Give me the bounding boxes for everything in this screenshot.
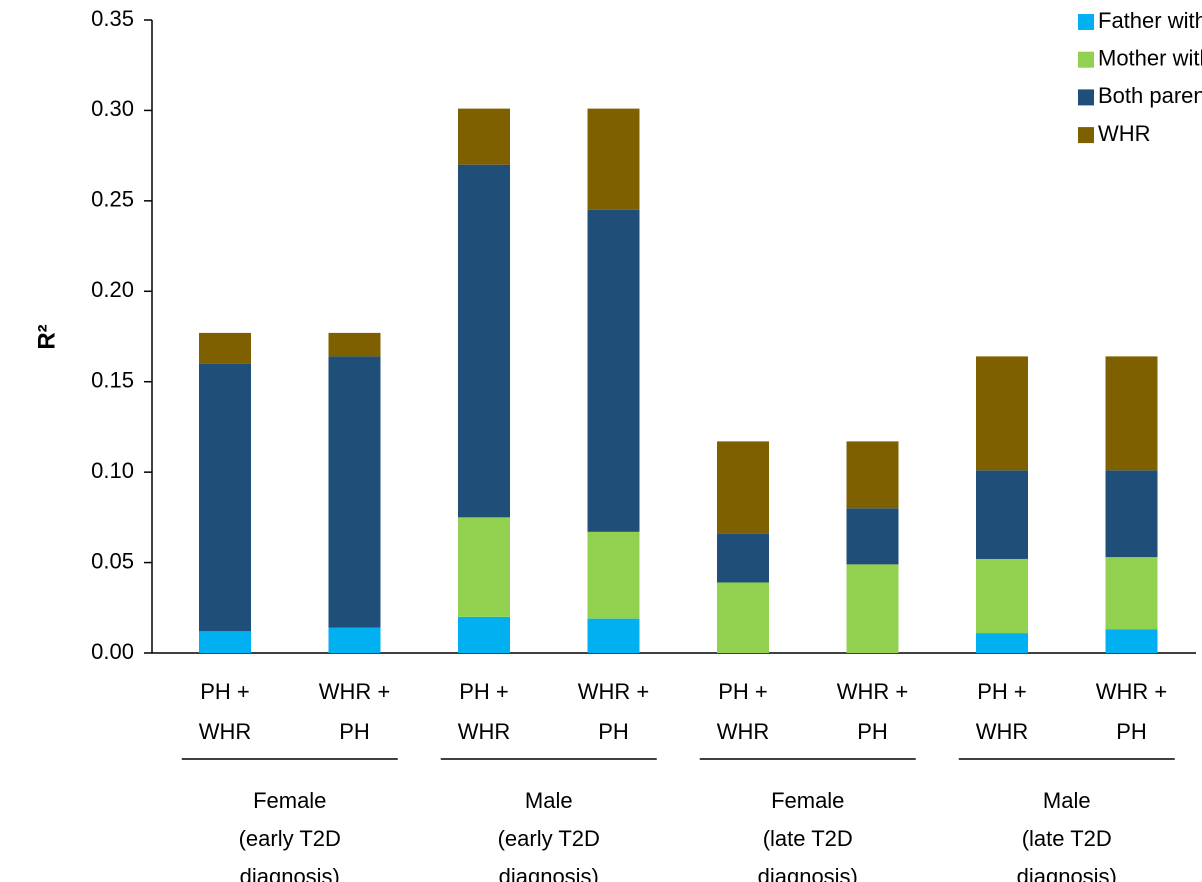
bar-segment [846, 508, 899, 565]
bar-segment [717, 533, 769, 583]
x-tick-label: WHR [458, 719, 511, 744]
x-tick-label: PH [339, 719, 370, 744]
bar-segment [717, 441, 769, 534]
x-tick-label: PH [598, 719, 629, 744]
y-axis-label: R² [33, 324, 60, 349]
group-label: Male [1043, 788, 1091, 813]
bar-segment [587, 209, 640, 532]
x-tick-label: WHR [199, 719, 252, 744]
x-tick-label: PH + [200, 679, 250, 704]
x-tick-label: PH + [718, 679, 768, 704]
x-tick-label: PH [1116, 719, 1147, 744]
x-tick-label: WHR + [578, 679, 650, 704]
group-label: (early T2D [498, 826, 600, 851]
bar-segment [458, 616, 510, 653]
group-label: (late T2D [1022, 826, 1112, 851]
bar-segment [458, 108, 510, 165]
group-label: diagnosis) [240, 864, 340, 882]
x-tick-label: WHR [976, 719, 1029, 744]
legend-swatch [1078, 89, 1094, 106]
legend-swatch [1078, 127, 1094, 144]
bar-segment [199, 363, 251, 632]
group-label: diagnosis) [1017, 864, 1117, 882]
group-label: (late T2D [763, 826, 853, 851]
x-tick-label: WHR + [1096, 679, 1168, 704]
bar-segment [199, 332, 251, 364]
y-tick-label: 0.05 [91, 548, 134, 573]
bar-segment [587, 618, 640, 653]
x-tick-label: WHR + [837, 679, 909, 704]
x-tick-label: PH + [977, 679, 1027, 704]
bar-segment [976, 558, 1028, 634]
bar-segment [199, 631, 251, 653]
legend-label: Mother with T2D [1098, 46, 1202, 71]
group-label: diagnosis) [758, 864, 858, 882]
legend-swatch [1078, 14, 1094, 30]
bar-segment [587, 108, 640, 210]
bar-segment [1105, 557, 1158, 630]
x-tick-label: WHR + [319, 679, 391, 704]
legend-label: Father with T2D [1098, 8, 1202, 33]
bar-segment [846, 441, 899, 509]
y-tick-label: 0.30 [91, 96, 134, 121]
group-label: Female [771, 788, 844, 813]
bar-segment [976, 356, 1028, 471]
bar-segment [1105, 356, 1158, 471]
y-tick-label: 0.10 [91, 458, 134, 483]
x-tick-label: WHR [717, 719, 770, 744]
bar-segment [1105, 629, 1158, 653]
bar-segment [328, 627, 381, 653]
group-label: Male [525, 788, 573, 813]
group-label: diagnosis) [499, 864, 599, 882]
bar-segment [587, 531, 640, 619]
bar-segment [458, 164, 510, 518]
legend-label: WHR [1098, 121, 1151, 146]
group-label: (early T2D [239, 826, 341, 851]
x-tick-label: PH [857, 719, 888, 744]
bar-segment [328, 332, 381, 357]
bar-segment [976, 470, 1028, 559]
x-tick-label: PH + [459, 679, 509, 704]
y-tick-label: 0.25 [91, 187, 134, 212]
legend-swatch [1078, 51, 1094, 68]
bar-segment [328, 356, 381, 628]
y-tick-label: 0.20 [91, 277, 134, 302]
bar-segment [717, 582, 769, 653]
bar-segment [1105, 470, 1158, 558]
legend-label: Both parents with T2D [1098, 83, 1202, 108]
y-tick-label: 0.00 [91, 639, 134, 664]
group-label: Female [253, 788, 326, 813]
bar-segment [846, 564, 899, 653]
bar-segment [976, 633, 1028, 653]
bar-segment [458, 517, 510, 617]
y-tick-label: 0.35 [91, 6, 134, 31]
y-tick-label: 0.15 [91, 368, 134, 393]
